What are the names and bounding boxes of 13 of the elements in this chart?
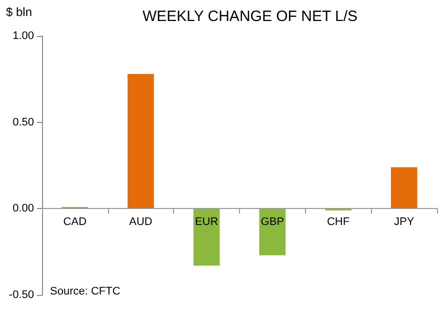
y-axis-title: $ bln	[6, 5, 32, 19]
y-tick-label: 1.00	[12, 30, 34, 42]
y-tick-label: 0.50	[12, 116, 34, 128]
x-tick-label: CHF	[326, 216, 350, 228]
x-tick-label: CAD	[63, 216, 87, 228]
chart-title: WEEKLY CHANGE OF NET L/S	[142, 8, 358, 25]
annotation: Source: CFTC	[50, 286, 120, 298]
x-tick-label: AUD	[129, 216, 152, 228]
x-tick-label: EUR	[194, 216, 218, 228]
y-tick-label: -0.50	[8, 289, 34, 301]
y-tick-label: 0.00	[12, 202, 34, 215]
x-tick-label: GBP	[260, 216, 284, 228]
x-tick-label: JPY	[394, 216, 415, 228]
